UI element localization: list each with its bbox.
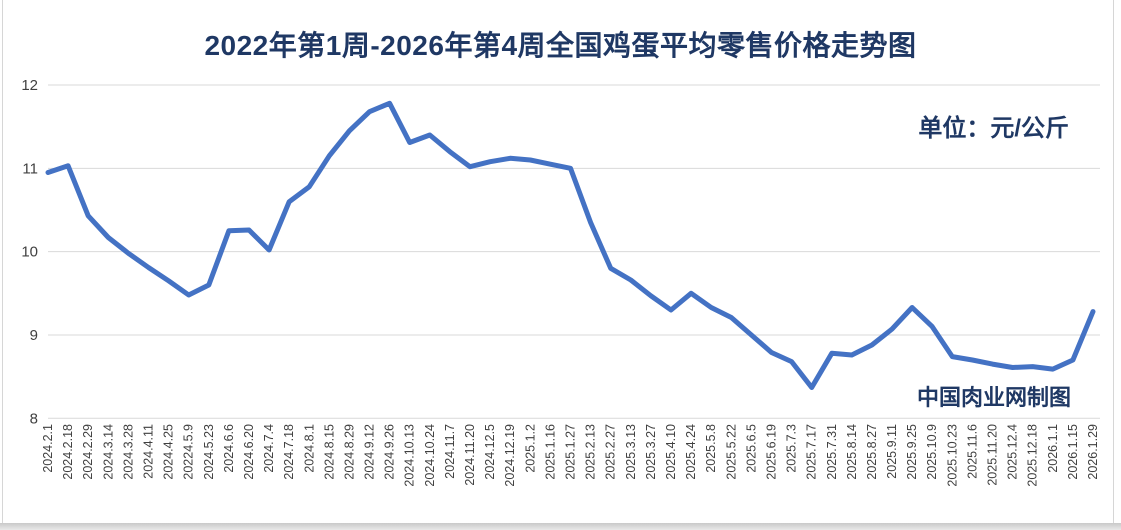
x-tick-label: 2025.12.4 [1006, 424, 1020, 480]
x-tick-label: 2025.1.2 [523, 424, 537, 473]
x-tick-label: 2024.7.18 [282, 424, 296, 480]
y-tick-label: 11 [22, 160, 38, 177]
right-edge-border [1113, 0, 1114, 530]
x-tick-label: 2024.2.1 [41, 424, 55, 473]
x-tick-label: 2025.2.27 [604, 424, 618, 480]
price-line-series [45, 100, 1096, 390]
x-tick-label: 2025.11.20 [986, 424, 1000, 486]
x-tick-label: 2024.2.29 [81, 424, 95, 480]
x-tick-label: 2024.11.20 [463, 424, 477, 486]
x-tick-label: 2025.8.14 [845, 424, 859, 480]
x-tick-label: 2025.8.27 [865, 424, 879, 480]
y-tick-label: 9 [30, 327, 38, 344]
x-tick-label: 2025.10.23 [945, 424, 959, 487]
x-tick-label: 2025.4.24 [684, 424, 698, 480]
bottom-edge-border [0, 523, 1121, 530]
x-tick-label: 2026.1.1 [1046, 424, 1060, 473]
x-tick-label: 2025.6.5 [744, 424, 758, 473]
x-tick-label: 2024.6.20 [242, 424, 256, 480]
left-edge-border [2, 0, 3, 530]
x-tick-label: 2024.12.19 [503, 424, 517, 487]
x-tick-label: 2025.9.25 [905, 424, 919, 480]
x-tick-label: 2024.4.25 [162, 424, 176, 480]
watermark: 中国肉业网制图 [916, 385, 1071, 410]
x-tick-label: 2024.8.1 [302, 424, 316, 473]
x-tick-label: 2025.12.18 [1026, 424, 1040, 487]
x-tick-label: 2026.1.29 [1086, 424, 1100, 480]
x-tick-label: 2024.11.7 [443, 424, 457, 479]
x-tick-label: 2025.5.8 [704, 424, 718, 473]
x-tick-label: 2024.9.26 [383, 424, 397, 480]
x-tick-label: 2025.7.17 [805, 424, 819, 480]
x-tick-label: 2026.1.15 [1066, 424, 1080, 480]
x-tick-label: 2024.5.23 [202, 424, 216, 480]
x-tick-label: 2025.1.27 [564, 424, 578, 480]
x-tick-label: 2024.9.12 [363, 424, 377, 480]
chart-title: 2022年第1周-2026年第4周全国鸡蛋平均零售价格走势图 [204, 30, 917, 61]
x-tick-label: 2024.8.15 [322, 424, 336, 480]
y-tick-label: 10 [21, 244, 38, 261]
x-tick-label: 2024.7.4 [262, 424, 276, 473]
x-tick-label: 2024.4.11 [141, 424, 155, 479]
x-tick-label: 2024.8.29 [342, 424, 356, 480]
x-tick-label: 2025.4.10 [664, 424, 678, 480]
x-tick-label: 2025.7.31 [825, 424, 839, 480]
x-tick-label: 2025.3.27 [644, 424, 658, 480]
x-tick-label: 2024.12.5 [483, 424, 497, 480]
x-tick-label: 2025.3.13 [624, 424, 638, 480]
x-tick-label: 2025.2.13 [584, 424, 598, 480]
x-tick-label: 2025.11.6 [965, 424, 979, 479]
x-tick-label: 2024.3.14 [101, 424, 115, 480]
x-tick-label: 2025.10.9 [925, 424, 939, 480]
x-tick-label: 2024.3.28 [121, 424, 135, 480]
x-tick-label: 2025.6.19 [764, 424, 778, 480]
x-tick-label: 2025.7.3 [785, 424, 799, 473]
x-tick-label: 2025.9.11 [885, 424, 899, 479]
y-tick-label: 12 [21, 77, 38, 94]
x-tick-label: 2025.5.22 [724, 424, 738, 480]
x-tick-label: 20224.5.9 [182, 424, 196, 480]
x-tick-label: 2024.2.18 [61, 424, 75, 480]
unit-label: 单位：元/公斤 [918, 115, 1069, 142]
y-tick-label: 8 [30, 410, 38, 427]
x-tick-label: 2024.10.24 [423, 424, 437, 487]
x-tick-label: 2024.6.6 [222, 424, 236, 473]
x-tick-label: 2024.10.13 [403, 424, 417, 487]
x-tick-label: 2025.1.16 [543, 424, 557, 480]
